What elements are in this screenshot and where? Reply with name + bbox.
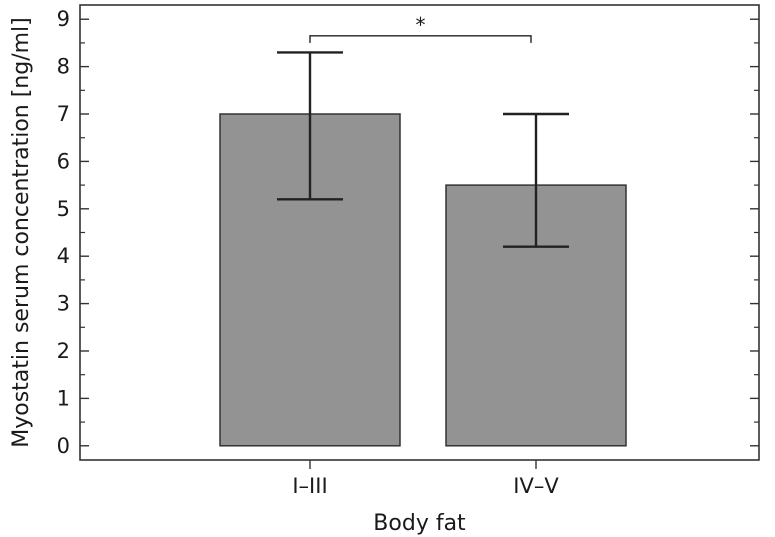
y-tick-label: 2 — [57, 339, 70, 363]
y-tick-label: 3 — [57, 292, 70, 316]
y-tick-label: 9 — [57, 7, 70, 31]
y-axis: 0 1 2 3 4 5 6 7 8 9 — [57, 7, 759, 458]
y-tick-label: 0 — [57, 434, 70, 458]
significance-bracket — [309, 35, 532, 43]
y-tick-label: 7 — [57, 102, 70, 126]
y-tick-label: 6 — [57, 149, 70, 173]
x-axis-title: Body fat — [373, 511, 466, 536]
x-tick-label: IV–V — [513, 474, 559, 498]
plot-area-border — [79, 4, 760, 461]
plot-frame — [79, 4, 760, 461]
bars — [219, 113, 627, 447]
y-axis-title: Myostatin serum concentration [ng/ml] — [9, 17, 34, 448]
significance-label: * — [416, 13, 426, 37]
y-tick-label: 5 — [57, 197, 70, 221]
y-tick-label: 1 — [57, 386, 70, 410]
error-bar-1 — [277, 51, 343, 201]
error-bars — [277, 51, 569, 248]
error-bar-2 — [503, 112, 569, 248]
significance-annotation: * — [309, 13, 532, 43]
y-tick-label: 4 — [57, 244, 70, 268]
y-tick-label: 8 — [57, 55, 70, 79]
x-tick-label: I–III — [292, 474, 327, 498]
x-axis: I–III IV–V — [292, 460, 559, 498]
